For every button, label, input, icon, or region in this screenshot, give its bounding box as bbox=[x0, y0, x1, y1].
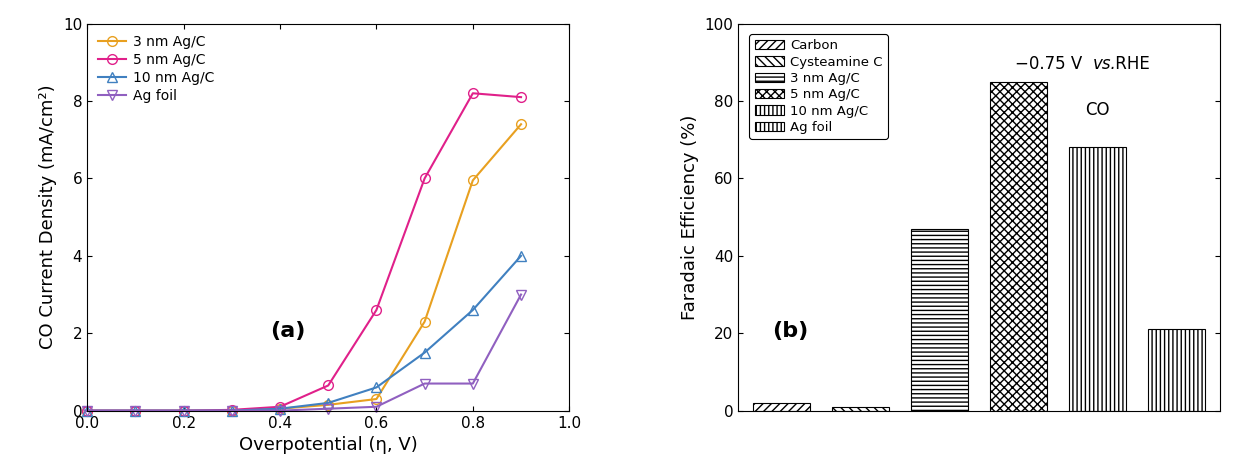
5 nm Ag/C bbox=[273, 404, 288, 410]
3 nm Ag/C bbox=[466, 177, 481, 183]
10 nm Ag/C bbox=[369, 385, 383, 390]
10 nm Ag/C bbox=[224, 408, 239, 413]
3 nm Ag/C bbox=[224, 408, 239, 413]
10 nm Ag/C bbox=[176, 408, 190, 413]
3 nm Ag/C bbox=[369, 396, 383, 402]
5 nm Ag/C bbox=[417, 176, 432, 181]
10 nm Ag/C bbox=[466, 307, 481, 313]
Y-axis label: Faradaic Efficiency (%): Faradaic Efficiency (%) bbox=[681, 114, 698, 320]
10 nm Ag/C bbox=[417, 350, 432, 355]
Bar bbox=[990, 82, 1047, 411]
Ag foil bbox=[128, 408, 143, 413]
3 nm Ag/C bbox=[80, 408, 95, 413]
3 nm Ag/C bbox=[273, 406, 288, 412]
Ag foil bbox=[369, 404, 383, 410]
10 nm Ag/C bbox=[321, 400, 336, 406]
Line: 5 nm Ag/C: 5 nm Ag/C bbox=[82, 88, 525, 415]
3 nm Ag/C bbox=[176, 408, 190, 413]
Line: 3 nm Ag/C: 3 nm Ag/C bbox=[82, 119, 525, 415]
Ag foil bbox=[466, 381, 481, 387]
Text: (b): (b) bbox=[772, 321, 808, 341]
Bar bbox=[911, 229, 967, 411]
5 nm Ag/C bbox=[128, 408, 143, 413]
3 nm Ag/C bbox=[321, 402, 336, 408]
3 nm Ag/C bbox=[417, 319, 432, 324]
5 nm Ag/C bbox=[224, 407, 239, 413]
5 nm Ag/C bbox=[369, 307, 383, 313]
Line: Ag foil: Ag foil bbox=[82, 290, 525, 415]
Ag foil bbox=[417, 381, 432, 387]
5 nm Ag/C bbox=[321, 383, 336, 388]
Ag foil bbox=[273, 408, 288, 413]
5 nm Ag/C bbox=[176, 408, 190, 413]
Text: CO: CO bbox=[1086, 101, 1109, 119]
Text: RHE: RHE bbox=[1111, 55, 1150, 73]
Line: 10 nm Ag/C: 10 nm Ag/C bbox=[82, 251, 525, 415]
Bar bbox=[753, 403, 810, 411]
X-axis label: Overpotential (η, V): Overpotential (η, V) bbox=[239, 436, 417, 454]
Text: (a): (a) bbox=[270, 321, 306, 341]
Ag foil bbox=[80, 408, 95, 413]
Ag foil bbox=[224, 408, 239, 413]
10 nm Ag/C bbox=[273, 406, 288, 412]
3 nm Ag/C bbox=[128, 408, 143, 413]
5 nm Ag/C bbox=[466, 91, 481, 96]
Bar bbox=[1069, 147, 1125, 411]
Legend: Carbon, Cysteamine C, 3 nm Ag/C, 5 nm Ag/C, 10 nm Ag/C, Ag foil: Carbon, Cysteamine C, 3 nm Ag/C, 5 nm Ag… bbox=[749, 34, 888, 139]
Ag foil bbox=[176, 408, 190, 413]
5 nm Ag/C bbox=[80, 408, 95, 413]
Text: −0.75 V: −0.75 V bbox=[1015, 55, 1088, 73]
Y-axis label: CO Current Density (mA/cm²): CO Current Density (mA/cm²) bbox=[40, 85, 57, 349]
5 nm Ag/C bbox=[514, 94, 529, 100]
Legend: 3 nm Ag/C, 5 nm Ag/C, 10 nm Ag/C, Ag foil: 3 nm Ag/C, 5 nm Ag/C, 10 nm Ag/C, Ag foi… bbox=[95, 31, 219, 107]
10 nm Ag/C bbox=[514, 253, 529, 259]
Text: vs.: vs. bbox=[1092, 55, 1116, 73]
Ag foil bbox=[514, 292, 529, 297]
Bar bbox=[1148, 329, 1205, 411]
Bar bbox=[832, 407, 889, 411]
10 nm Ag/C bbox=[80, 408, 95, 413]
3 nm Ag/C bbox=[514, 121, 529, 127]
10 nm Ag/C bbox=[128, 408, 143, 413]
Ag foil bbox=[321, 406, 336, 412]
